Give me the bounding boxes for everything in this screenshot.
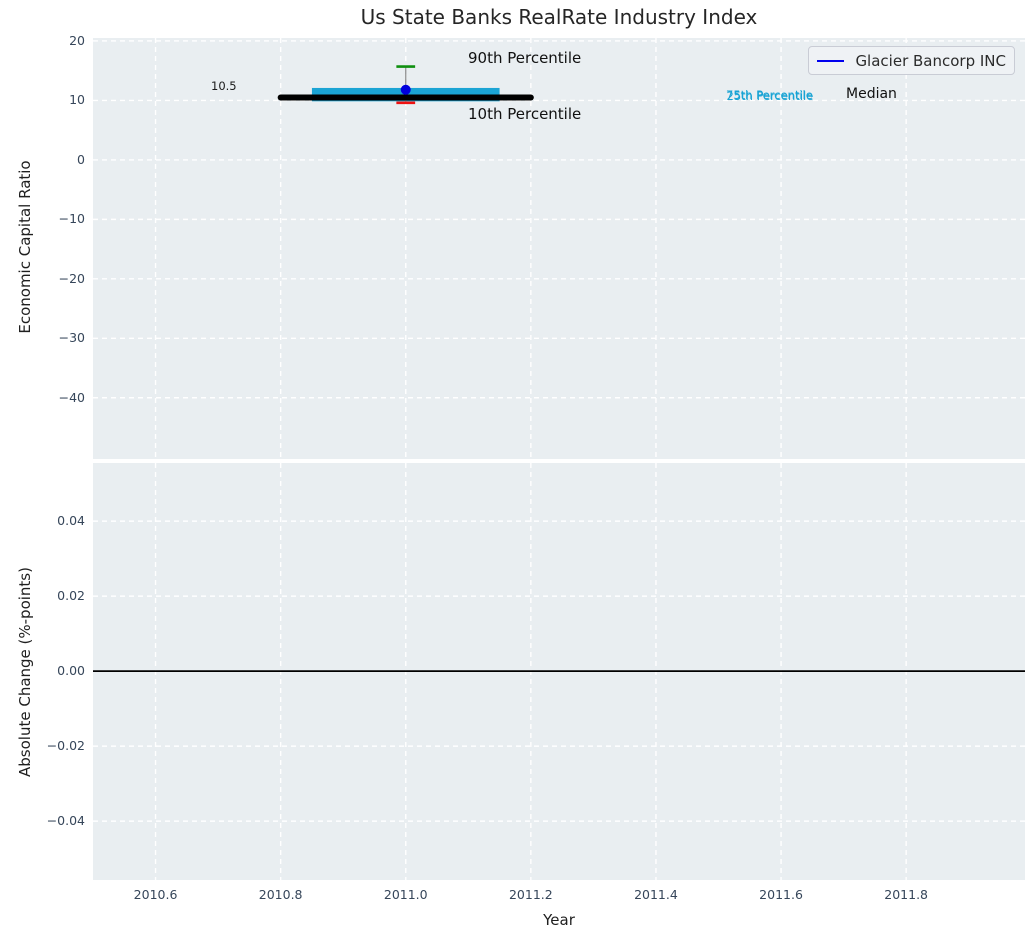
legend-line-sample-icon — [817, 59, 845, 62]
x-tick-label: 2010.6 — [133, 887, 178, 902]
legend: Glacier Bancorp INC — [808, 46, 1015, 75]
legend-label: Glacier Bancorp INC — [855, 51, 1006, 70]
y-tick-label: −10 — [58, 211, 85, 227]
y-tick-label: −40 — [58, 389, 85, 405]
annotation-median: Median — [846, 86, 897, 102]
x-axis-label: Year — [543, 911, 575, 929]
y-tick-label: 0.04 — [57, 513, 85, 529]
y-tick-label: 0.00 — [57, 663, 85, 679]
annotation-75th-percentile: 75th Percentile — [726, 88, 813, 102]
x-tick-label: 2011.6 — [759, 887, 803, 902]
y-tick-label: 0.02 — [57, 588, 85, 604]
x-tick-label: 2011.0 — [383, 887, 428, 902]
y-tick-label: −30 — [58, 330, 85, 346]
y-tick-label: 0 — [77, 151, 85, 167]
top-axes-plot-area — [93, 38, 1025, 459]
annotation-90th-percentile: 90th Percentile — [468, 49, 582, 67]
company-marker — [400, 84, 411, 95]
y-tick-label: 10 — [69, 92, 85, 108]
x-tick-label: 2011.4 — [634, 887, 678, 902]
y-tick-label: −0.04 — [46, 813, 85, 829]
chart-title: Us State Banks RealRate Industry Index — [360, 5, 758, 29]
y-tick-label: −20 — [58, 270, 85, 286]
y-tick-label: 20 — [69, 32, 85, 48]
x-tick-label: 2011.2 — [508, 887, 553, 902]
y-tick-label: −0.02 — [46, 738, 85, 754]
x-tick-label: 2011.8 — [884, 887, 929, 902]
annotation-10th-percentile: 10th Percentile — [468, 105, 582, 123]
annotation-25th-percentile: 25th Percentile — [726, 88, 814, 103]
annotation-median-value: 10.5 — [211, 79, 237, 93]
x-tick-label: 2010.8 — [258, 887, 303, 902]
y-axis-label-top: Economic Capital Ratio — [16, 160, 34, 334]
